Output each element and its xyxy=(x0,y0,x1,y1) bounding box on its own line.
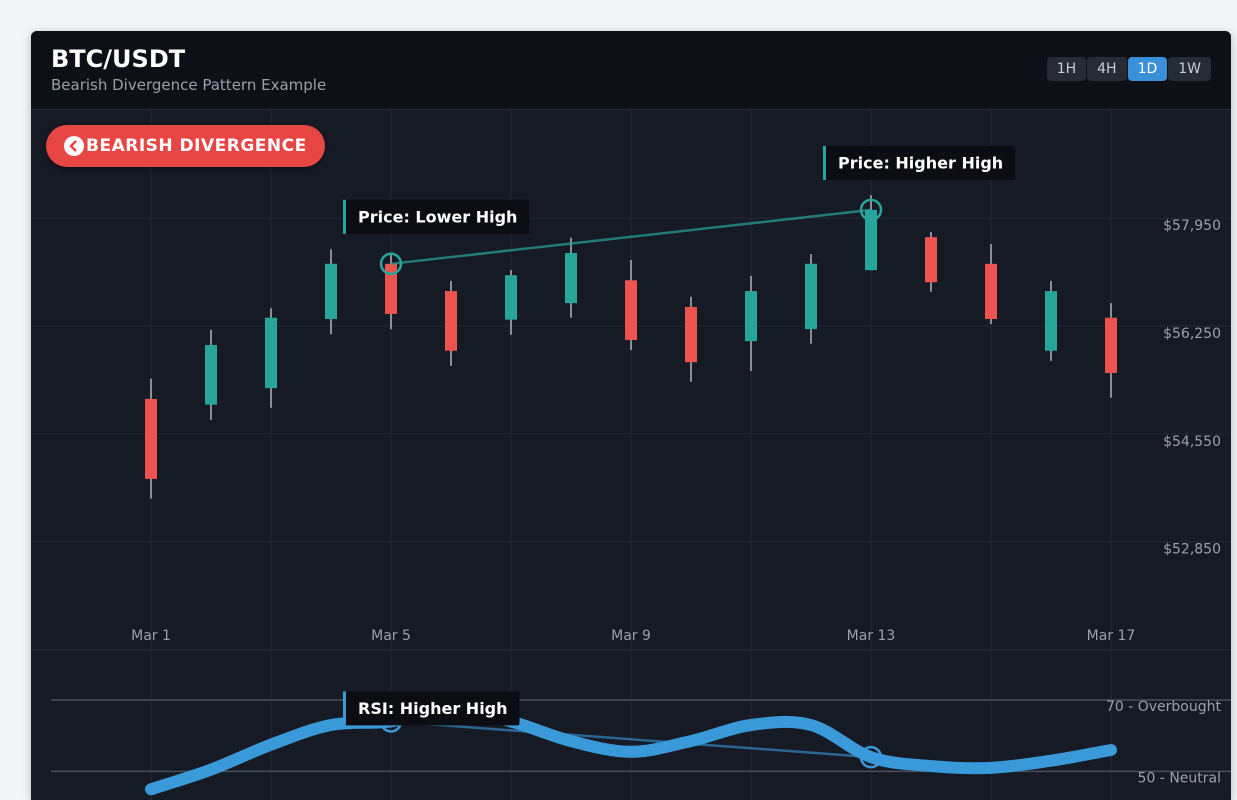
timeframe-button[interactable]: 4H xyxy=(1087,57,1127,81)
candle-body xyxy=(565,253,577,304)
timeframe-button[interactable]: 1D xyxy=(1127,57,1168,81)
divergence-line xyxy=(390,720,872,759)
annotation-box xyxy=(343,691,520,726)
y-tick-label: $52,850 xyxy=(1163,542,1221,558)
timeframe-buttons: 1H 4H 1D 1W xyxy=(1046,57,1211,81)
candle-body xyxy=(685,306,697,363)
candle-body xyxy=(805,263,817,330)
title: BTC/USDT xyxy=(51,45,186,73)
annotation-text: RSI: Higher High xyxy=(358,699,508,718)
candle-body xyxy=(925,237,937,283)
candle-body xyxy=(985,263,997,320)
x-tick-label: Mar 17 xyxy=(1087,628,1136,644)
y-tick-label: $54,550 xyxy=(1163,434,1221,450)
x-tick-label: Mar 5 xyxy=(371,628,411,644)
candle-body xyxy=(745,291,757,342)
candle-body xyxy=(205,345,217,405)
header: BTC/USDT Bearish Divergence Pattern Exam… xyxy=(31,31,1231,110)
candle-body xyxy=(445,291,457,351)
candle-body xyxy=(145,398,157,479)
candle-body xyxy=(1045,291,1057,351)
candle-body xyxy=(325,263,337,320)
annotation-accent xyxy=(343,691,346,726)
annotation: Price: Higher High xyxy=(823,145,1016,180)
annotation-text: Price: Higher High xyxy=(838,153,1003,172)
candle-body xyxy=(865,209,877,271)
annotation-accent xyxy=(343,199,346,234)
y-tick-label: 70 - Overbought xyxy=(1106,699,1222,715)
y-tick-label: $56,250 xyxy=(1163,326,1221,342)
divergence-line xyxy=(390,208,872,266)
candle-body xyxy=(625,280,637,340)
chart-card: BTC/USDT Bearish Divergence Pattern Exam… xyxy=(31,31,1231,800)
x-tick-label: Mar 9 xyxy=(611,628,651,644)
annotation: RSI: Higher High xyxy=(343,691,520,726)
chart: $52,850 $54,550 $56,250 $57,950 50 - Neutral… xyxy=(31,110,1231,800)
candle-body xyxy=(265,317,277,389)
divergence-point xyxy=(859,745,883,769)
divergence-point xyxy=(379,252,403,276)
badge-icon xyxy=(64,136,84,156)
annotation-box xyxy=(823,145,1016,180)
badge-text: BEARISH DIVERGENCE xyxy=(86,136,307,156)
x-tick-label: Mar 13 xyxy=(847,628,896,644)
rsi-line xyxy=(145,702,1117,796)
badge: BEARISH DIVERGENCE xyxy=(46,125,325,167)
timeframe-button[interactable]: 1W xyxy=(1168,57,1211,81)
annotation: Price: Lower High xyxy=(343,199,530,234)
divergence-point xyxy=(859,198,883,222)
annotation-accent xyxy=(823,145,826,180)
annotation-box xyxy=(343,199,530,234)
y-tick-label: $57,950 xyxy=(1163,218,1221,234)
subtitle: Bearish Divergence Pattern Example xyxy=(51,76,327,94)
y-tick-label: 50 - Neutral xyxy=(1138,770,1221,786)
annotation-text: Price: Lower High xyxy=(358,207,517,226)
x-tick-label: Mar 1 xyxy=(131,628,171,644)
candle-body xyxy=(505,275,517,320)
candle-body xyxy=(1105,317,1117,373)
candle-body xyxy=(385,263,397,314)
timeframe-button[interactable]: 1H xyxy=(1046,57,1087,81)
